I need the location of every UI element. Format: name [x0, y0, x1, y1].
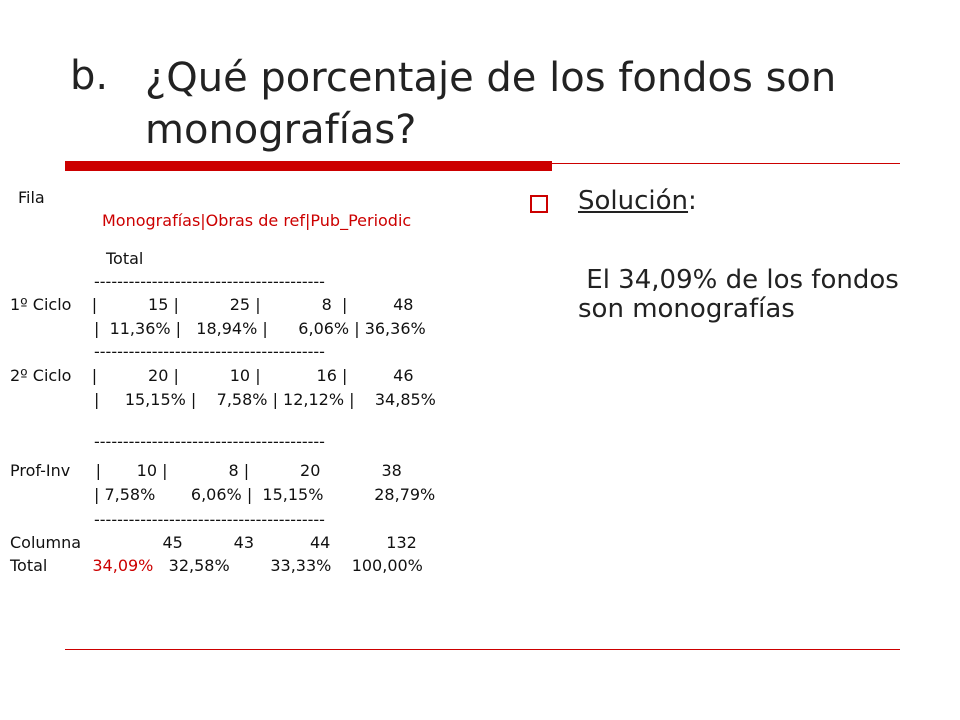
- row-1-counts: 1º Ciclo | 15 | 25 | 8 | 48: [10, 295, 414, 314]
- row-3-percentages: | 7,58% 6,06% | 15,15% 28,79%: [94, 485, 436, 504]
- row-2-percentages: | 15,15% | 7,58% | 12,12% | 34,85%: [94, 390, 436, 409]
- total-header: Total: [106, 249, 144, 268]
- column-totals: Columna 45 43 44 132: [10, 533, 417, 552]
- separator-line: ----------------------------------------: [94, 272, 325, 291]
- row-1-percentages: | 11,36% | 18,94% | 6,06% | 36,36%: [94, 319, 426, 338]
- column-headers: Monografías|Obras de ref|Pub_Periodic: [102, 211, 412, 230]
- footer-rule: [65, 649, 900, 650]
- separator-line: ----------------------------------------: [94, 342, 325, 361]
- solution-colon: :: [688, 186, 697, 216]
- row-2-counts: 2º Ciclo | 20 | 10 | 16 | 46: [10, 366, 414, 385]
- slide-title-number: b.: [70, 53, 109, 99]
- total-pct-rest: 32,58% 33,33% 100,00%: [153, 556, 423, 575]
- total-pct-label: Total: [10, 556, 48, 575]
- separator-line: ----------------------------------------: [94, 432, 325, 451]
- solution-answer: El 34,09% de los fondos son monografías: [578, 265, 908, 324]
- title-rule-thick: [65, 161, 552, 171]
- solution-label: Solución:: [578, 184, 697, 218]
- total-percentages: Total 34,09% 32,58% 33,33% 100,00%: [10, 555, 423, 577]
- separator-line: ----------------------------------------: [94, 510, 325, 529]
- slide-title: ¿Qué porcentaje de los fondos son monogr…: [145, 55, 837, 153]
- row-header-label: Fila: [18, 188, 45, 207]
- solution-word: Solución: [578, 186, 689, 216]
- row-3-counts: Prof-Inv | 10 | 8 | 20 38: [10, 461, 402, 480]
- highlighted-percentage: 34,09%: [92, 556, 154, 575]
- square-bullet-icon: [530, 195, 548, 213]
